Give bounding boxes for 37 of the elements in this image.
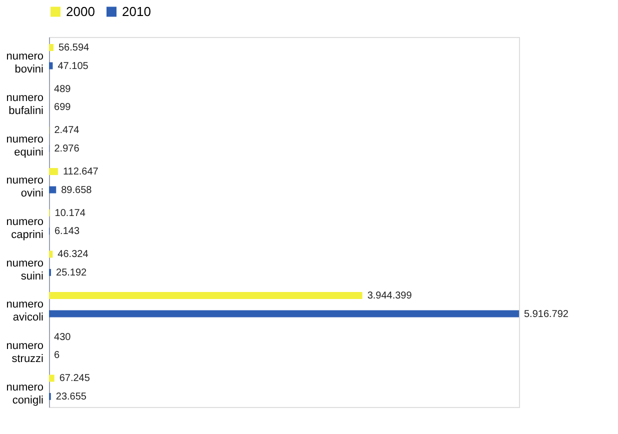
data-label: 430 bbox=[54, 332, 72, 343]
y-tick-label: numero bovini bbox=[6, 50, 44, 76]
data-label: 6 bbox=[54, 350, 60, 362]
bar bbox=[49, 374, 54, 382]
bar bbox=[49, 310, 519, 318]
data-label: 47.105 bbox=[58, 60, 89, 72]
y-tick-label: numero suini bbox=[6, 257, 44, 282]
data-label: 112.647 bbox=[62, 166, 99, 178]
data-label: 5.916.792 bbox=[524, 308, 569, 320]
data-label: 89.658 bbox=[61, 184, 92, 196]
y-tick-label: numero bufalini bbox=[6, 92, 44, 117]
data-label: 3.944.399 bbox=[367, 290, 412, 302]
bar bbox=[49, 62, 53, 70]
y-tick-label: numero conigli bbox=[6, 381, 44, 406]
bar bbox=[49, 168, 58, 176]
y-tick-label: numero caprini bbox=[6, 216, 44, 241]
data-label: 2.976 bbox=[54, 143, 80, 154]
y-tick-label: numero equini bbox=[6, 133, 44, 158]
y-tick-label: numero avicoli bbox=[6, 298, 44, 324]
data-label: 56.594 bbox=[58, 42, 90, 54]
legend-label: 2010 bbox=[122, 4, 151, 19]
data-label: 489 bbox=[54, 84, 72, 95]
data-label: 25.192 bbox=[56, 267, 88, 278]
data-label: 10.174 bbox=[54, 208, 86, 219]
data-label: 67.245 bbox=[59, 373, 90, 384]
bar bbox=[49, 44, 54, 52]
data-label: 6.143 bbox=[54, 226, 80, 238]
bar bbox=[49, 186, 56, 194]
y-tick-label: numero ovini bbox=[6, 174, 44, 200]
data-label: 2.474 bbox=[54, 125, 80, 136]
legend-label: 2000 bbox=[66, 4, 95, 19]
y-tick-label: numero struzzi bbox=[6, 340, 44, 366]
data-label: 46.324 bbox=[58, 249, 89, 260]
data-label: 699 bbox=[54, 102, 72, 114]
bar bbox=[49, 250, 53, 258]
data-label: 23.655 bbox=[56, 391, 87, 402]
bar bbox=[49, 292, 362, 300]
